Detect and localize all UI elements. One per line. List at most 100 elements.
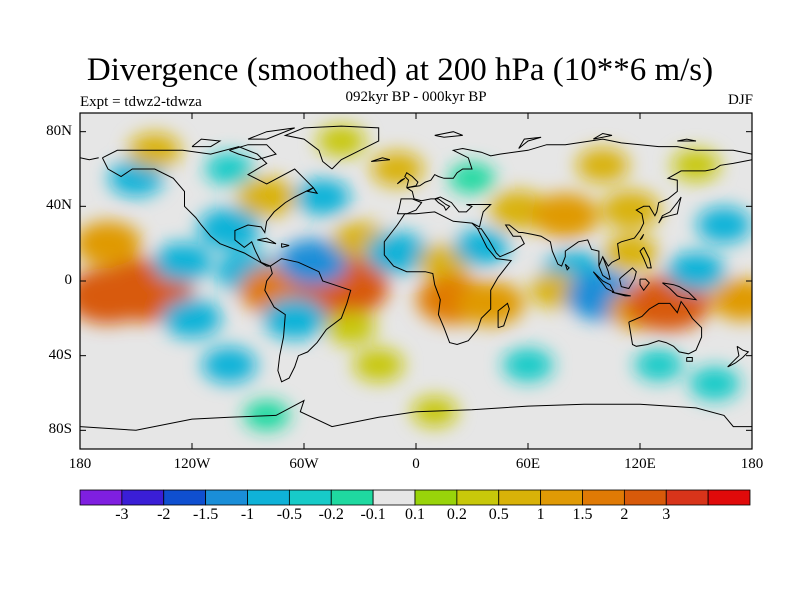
colorbar-swatch (414, 489, 458, 506)
colorbar-label: 0.1 (405, 506, 425, 523)
field-feature (454, 229, 509, 266)
coastline-segment (406, 138, 752, 189)
coastline-segment (639, 247, 652, 269)
colorbar-label: -1.5 (192, 506, 219, 523)
field-feature (411, 396, 458, 428)
coastline-segment (434, 131, 463, 138)
coastline-segment (619, 267, 637, 290)
field-feature (365, 232, 429, 274)
y-tick-label: 0 (64, 272, 73, 288)
coastline-segment (383, 211, 513, 346)
coastline-segment (639, 234, 645, 241)
coastline-segment (593, 132, 613, 140)
field-feature (162, 298, 222, 338)
field-feature (202, 346, 257, 384)
field-feature (502, 348, 554, 382)
field-feature (197, 207, 261, 250)
field-feature (80, 221, 142, 267)
coastline-segment (611, 291, 631, 297)
colorbar-label: 1.5 (572, 506, 593, 523)
field-feature (603, 234, 658, 272)
coastline-segment (264, 258, 352, 383)
colorbar-label: -0.1 (360, 506, 386, 523)
coastline-segment (247, 127, 295, 140)
y-tick-label: 40S (48, 346, 72, 363)
coastline-segment (257, 237, 277, 245)
colorbar-label: 0.2 (446, 506, 467, 523)
field-feature (531, 193, 599, 239)
colorbar-swatch (623, 489, 667, 506)
coastline-segment (283, 125, 380, 170)
field-feature (295, 178, 350, 216)
coastline-segment (396, 177, 406, 185)
y-tick-label: 40N (46, 197, 72, 214)
field-feature (689, 366, 740, 401)
coastline-segment (80, 157, 99, 161)
x-tick-label: 60W (289, 456, 319, 472)
colorbar-swatch (707, 489, 751, 506)
colorbar-label: -1 (240, 506, 255, 523)
colorbar-label: -3 (115, 506, 129, 523)
coastline-segment (598, 256, 611, 280)
colorbar-swatch (498, 489, 542, 506)
field-feature (576, 147, 629, 183)
colorbar-swatch (372, 489, 416, 506)
coastline-segment (677, 138, 697, 142)
axis-ticks (79, 113, 753, 449)
coastline-segment (639, 278, 650, 292)
field-feature (278, 239, 348, 286)
coastline-segment (628, 300, 703, 355)
colorbar-swatch (79, 489, 123, 506)
coastline-segment (371, 157, 391, 162)
coastline-segment (281, 243, 290, 248)
x-tick-label: 60E (515, 456, 541, 472)
coastline-segment (396, 198, 423, 215)
experiment-label: Expt = tdwz2-tdwza (80, 94, 202, 110)
colorbar-label: 0.5 (488, 506, 509, 523)
coastline-segment (727, 345, 750, 368)
colorbar-swatch (330, 489, 374, 506)
field-feature (696, 206, 752, 244)
coastline-segment (497, 302, 510, 329)
colorbar-swatch (665, 489, 709, 506)
season-label: DJF (727, 92, 753, 108)
field-feature (237, 177, 297, 217)
colorbar-swatch (247, 489, 290, 506)
coastline-segment (658, 196, 682, 224)
colorbar-swatch (456, 489, 500, 506)
map-subtitle: 092kyr BP - 000kyr BP (345, 89, 487, 105)
coastline-segment (101, 146, 315, 267)
field-feature (325, 310, 376, 345)
field-feature (634, 348, 683, 382)
colorbar-label: 1 (536, 506, 545, 523)
colorbar-label: 3 (662, 506, 671, 523)
coastline-segment (662, 282, 698, 301)
y-tick-label: 80S (48, 421, 72, 438)
field-feature (353, 348, 404, 382)
x-tick-label: 120E (624, 456, 656, 472)
coastline-segment (564, 263, 570, 271)
colorbar-label: -2 (157, 506, 171, 523)
field-feature (80, 267, 150, 324)
field-feature (263, 297, 327, 340)
coastline-segment (404, 171, 419, 189)
colorbar (79, 489, 751, 506)
coastline-segment (229, 144, 277, 161)
coastline-segment (191, 138, 222, 148)
colorbar-swatch (582, 489, 625, 506)
x-tick-label: 0 (412, 456, 420, 472)
colorbar-swatch (205, 489, 248, 506)
field-feature (601, 190, 661, 230)
coastlines (80, 125, 752, 431)
colorbar-swatch (163, 489, 207, 506)
colorbar-label: -0.5 (276, 506, 303, 523)
x-tick-label: 180 (68, 456, 92, 472)
x-tick-label: 120W (173, 456, 211, 472)
field-feature (711, 278, 752, 321)
x-tick-label: 180 (740, 456, 764, 472)
colorbar-swatch (288, 489, 332, 506)
field-feature (205, 152, 254, 186)
y-tick-label: 80N (46, 122, 72, 139)
field-feature (153, 242, 213, 282)
coastline-segment (406, 187, 492, 228)
